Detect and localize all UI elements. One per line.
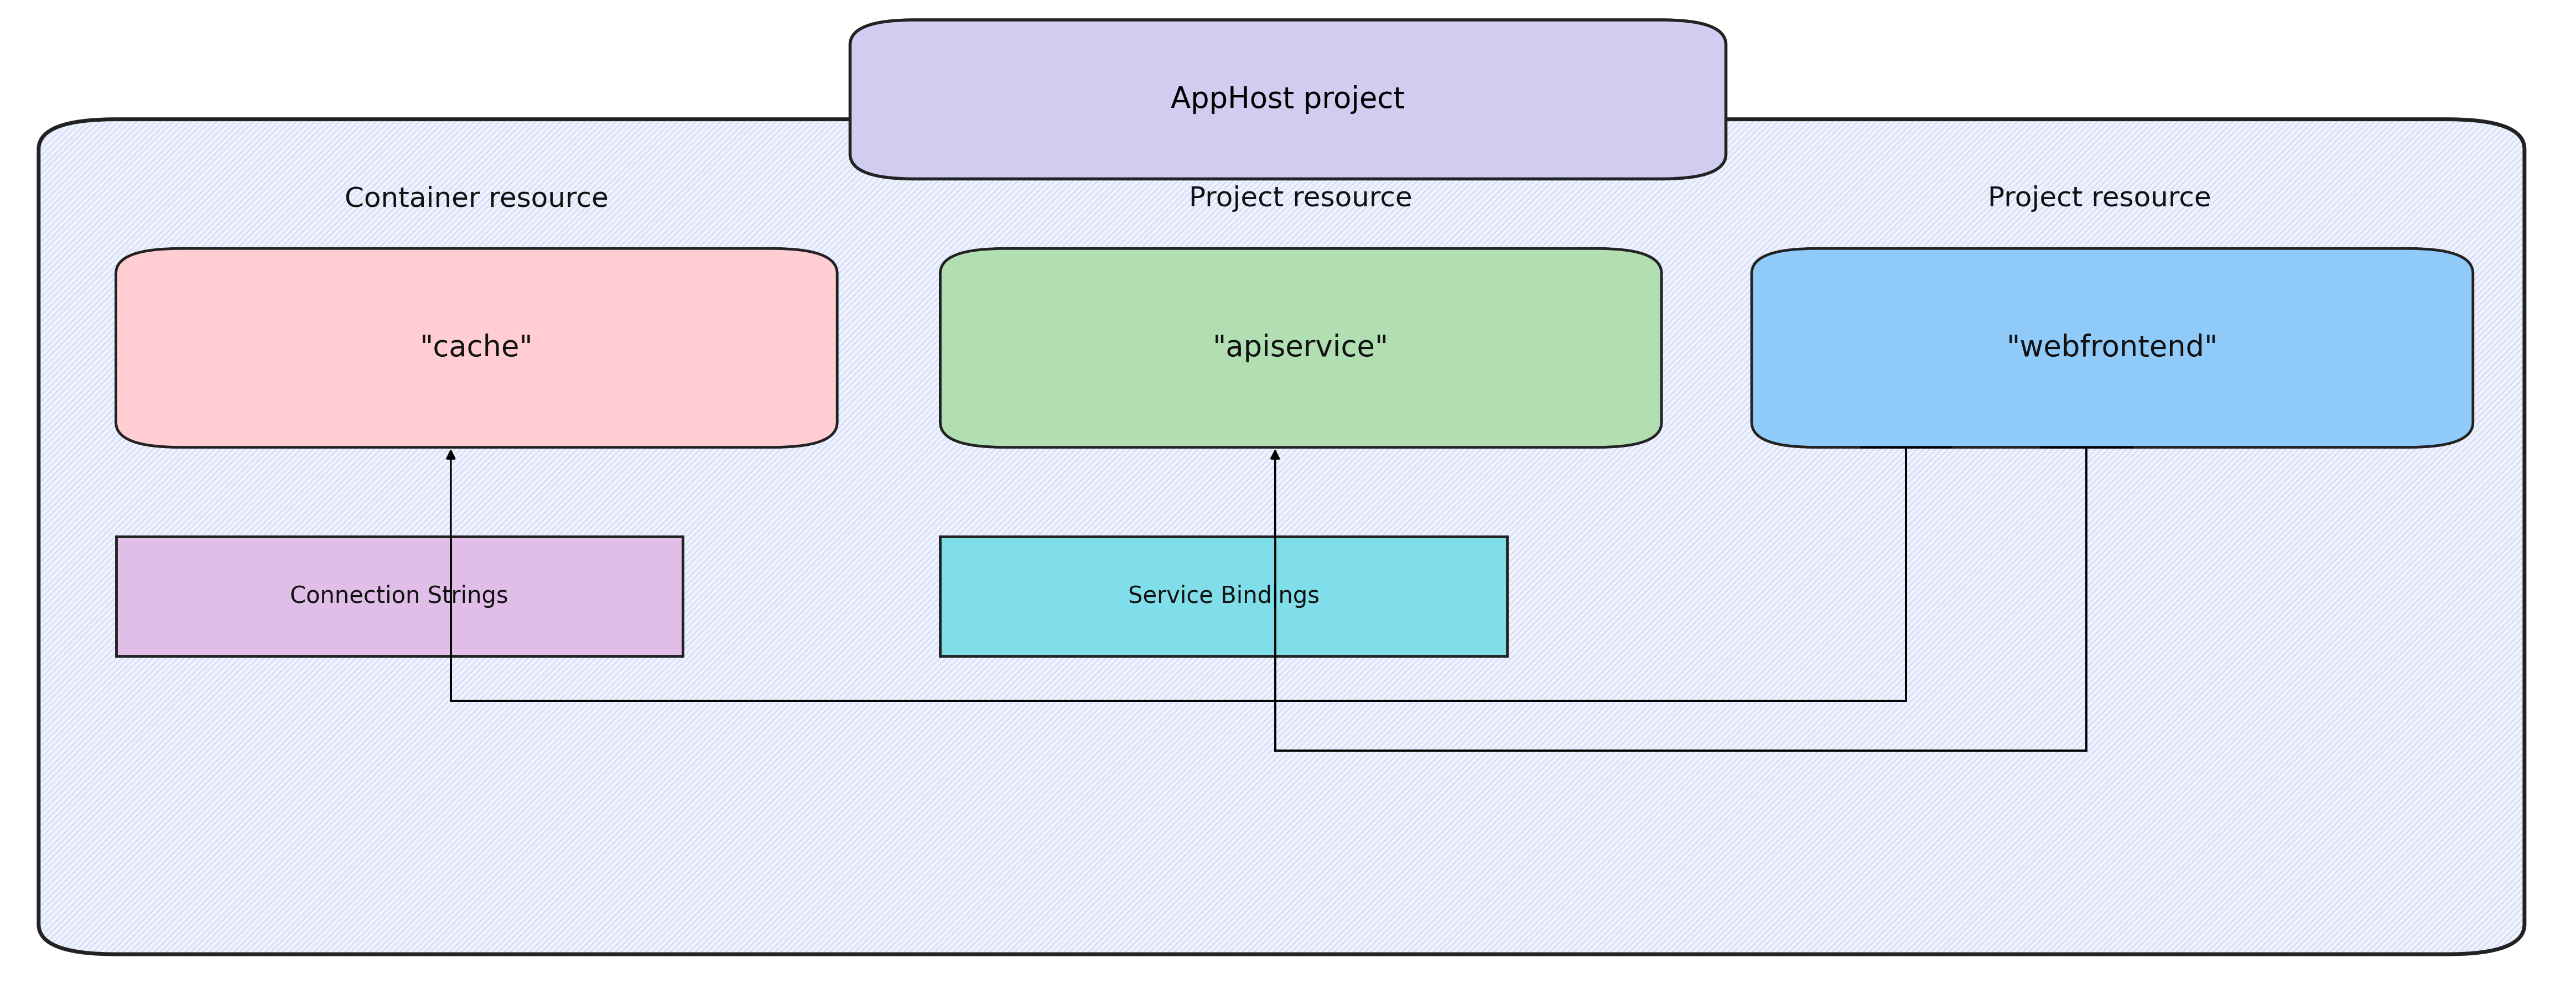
Text: AppHost project: AppHost project	[1172, 85, 1404, 113]
Text: "cache": "cache"	[420, 334, 533, 362]
Text: Service Bindings: Service Bindings	[1128, 584, 1319, 608]
FancyBboxPatch shape	[116, 537, 683, 656]
Text: "apiservice": "apiservice"	[1213, 334, 1388, 362]
FancyBboxPatch shape	[39, 119, 2524, 954]
FancyBboxPatch shape	[116, 248, 837, 447]
Text: Project resource: Project resource	[1190, 186, 1412, 212]
FancyBboxPatch shape	[940, 248, 1662, 447]
Text: Connection Strings: Connection Strings	[291, 584, 507, 608]
FancyBboxPatch shape	[116, 537, 683, 656]
Text: Container resource: Container resource	[345, 186, 608, 212]
FancyBboxPatch shape	[1752, 248, 2473, 447]
Text: Project resource: Project resource	[1989, 186, 2210, 212]
FancyBboxPatch shape	[850, 20, 1726, 179]
Text: "webfrontend": "webfrontend"	[2007, 334, 2218, 362]
FancyBboxPatch shape	[940, 248, 1662, 447]
FancyBboxPatch shape	[940, 537, 1507, 656]
FancyBboxPatch shape	[1752, 248, 2473, 447]
FancyBboxPatch shape	[940, 537, 1507, 656]
FancyBboxPatch shape	[39, 119, 2524, 954]
FancyBboxPatch shape	[116, 248, 837, 447]
